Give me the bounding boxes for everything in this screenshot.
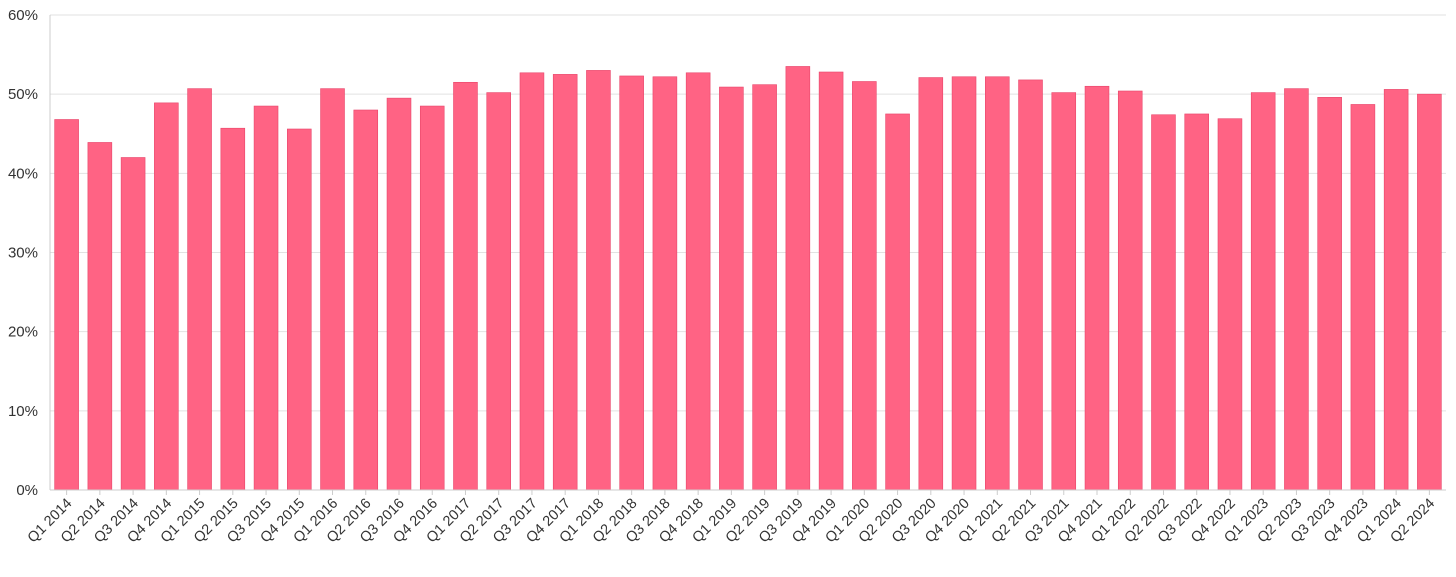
gridlines <box>50 14 1446 491</box>
bar <box>1018 79 1043 491</box>
bar <box>1184 113 1209 491</box>
bar <box>652 76 678 491</box>
bar <box>320 88 345 491</box>
y-tick-label: 50% <box>8 86 38 103</box>
y-tick-label: 10% <box>8 403 38 420</box>
bar <box>785 66 811 491</box>
bar <box>918 77 944 491</box>
bar <box>985 76 1010 491</box>
bar <box>187 88 212 491</box>
bar <box>287 128 312 491</box>
bar <box>586 70 611 491</box>
bar <box>154 102 179 491</box>
bars <box>54 66 1442 491</box>
bar <box>951 76 977 491</box>
bar <box>519 72 545 491</box>
bar <box>1151 114 1176 491</box>
bar <box>419 105 445 491</box>
bar <box>1417 93 1442 491</box>
bar <box>253 105 279 491</box>
bar <box>54 119 79 491</box>
y-tick-label: 0% <box>16 482 38 499</box>
bar <box>885 113 910 491</box>
bar <box>220 127 246 491</box>
bar <box>1350 104 1376 491</box>
bar <box>386 97 412 491</box>
bar <box>1217 118 1243 491</box>
bar <box>719 86 744 491</box>
bar <box>1051 92 1077 491</box>
bar <box>685 72 711 491</box>
bar <box>453 81 478 491</box>
bar <box>1084 85 1110 491</box>
y-tick-label: 60% <box>8 7 38 24</box>
bar <box>752 84 777 491</box>
y-tick-label: 20% <box>8 324 38 341</box>
bar <box>852 81 877 491</box>
bar <box>87 142 113 491</box>
bar <box>552 74 578 491</box>
bar <box>1317 97 1342 491</box>
bar <box>1284 88 1309 491</box>
bar <box>486 92 511 491</box>
y-axis-tick-labels: 0% 10% 20% 30% 40% 50% 60% <box>8 7 38 499</box>
y-tick-label: 30% <box>8 245 38 262</box>
bar <box>1117 90 1143 491</box>
bar <box>353 109 379 491</box>
bar <box>818 71 844 491</box>
bar <box>619 75 644 491</box>
bar <box>120 157 146 491</box>
y-tick-label: 40% <box>8 165 38 182</box>
bar <box>1250 92 1276 491</box>
bar <box>1383 89 1409 491</box>
